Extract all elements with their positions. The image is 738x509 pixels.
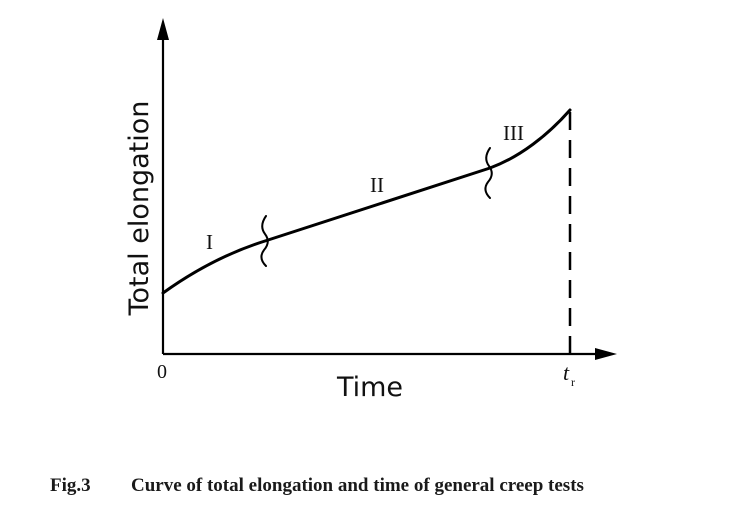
y-axis-label: Total elongation <box>124 101 155 317</box>
stage-label-ii: II <box>370 173 384 197</box>
stage-label-i: I <box>206 230 213 254</box>
rupture-time-label: t <box>563 360 570 385</box>
stage-label-iii: III <box>503 121 524 145</box>
rupture-time-subscript: r <box>571 375 575 389</box>
stage-boundary-brace-1 <box>260 215 269 267</box>
y-axis-arrow <box>157 18 169 40</box>
figure-number: Fig.3 <box>50 475 91 496</box>
stage-boundary-brace-2 <box>484 147 493 199</box>
x-axis-arrow <box>595 348 617 360</box>
figure-caption: Curve of total elongation and time of ge… <box>131 475 584 496</box>
origin-label: 0 <box>157 361 167 383</box>
x-axis-label: Time <box>336 372 403 403</box>
creep-curve <box>161 108 572 295</box>
